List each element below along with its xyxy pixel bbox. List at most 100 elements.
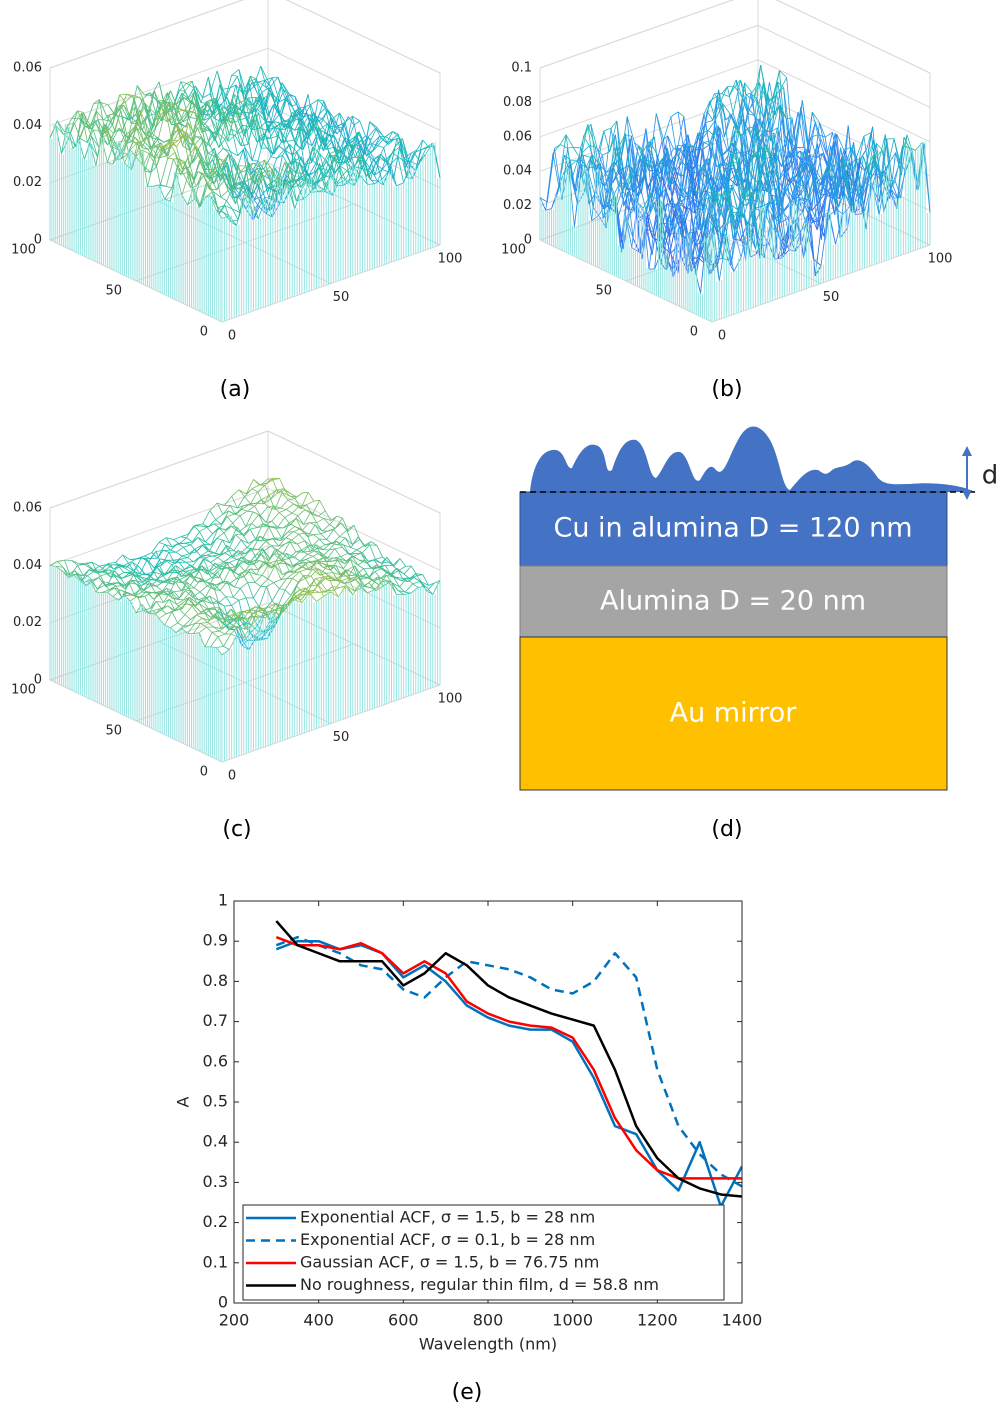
surface-mesh <box>147 186 153 187</box>
surface-mesh <box>159 185 166 186</box>
z-tick-label: 0.04 <box>13 558 42 573</box>
x-tick-label: 50 <box>333 730 350 745</box>
surface-mesh <box>217 538 223 540</box>
surface-mesh <box>229 135 235 136</box>
surface-mesh <box>279 510 286 513</box>
y-tick-label: 0 <box>690 325 698 340</box>
surface-mesh <box>836 214 843 244</box>
surface-mesh <box>308 492 314 501</box>
surface-mesh <box>378 146 384 148</box>
surface-mesh <box>192 532 199 542</box>
surface-plot: 00.020.040.06050100050100(a) <box>11 0 462 402</box>
x-tick-label: 0 <box>228 769 236 784</box>
surface-mesh <box>894 197 901 198</box>
grid-line <box>50 0 268 68</box>
x-tick-label: 100 <box>928 252 953 267</box>
surface-mesh <box>225 553 231 557</box>
surface-mesh <box>729 87 735 97</box>
surface-mesh <box>299 534 305 541</box>
surface-mesh <box>84 143 90 159</box>
surface-mesh <box>260 507 267 516</box>
surface-mesh <box>695 269 701 293</box>
surface-mesh <box>194 526 200 532</box>
surface-mesh <box>218 557 224 562</box>
surface-mesh <box>248 97 255 98</box>
surface-mesh <box>232 75 238 76</box>
surface-mesh <box>357 546 364 550</box>
surface-mesh <box>78 565 85 566</box>
surface-mesh <box>229 562 235 567</box>
panel-label: (a) <box>220 377 251 402</box>
surface-mesh <box>306 556 313 559</box>
surface-mesh <box>573 147 579 156</box>
surface-mesh <box>211 178 217 190</box>
surface-mesh <box>297 541 304 544</box>
surface-mesh <box>234 514 240 515</box>
surface-mesh <box>339 537 345 538</box>
surface-mesh <box>183 547 189 553</box>
surface-mesh <box>252 515 259 524</box>
surface-mesh <box>335 549 341 557</box>
surface-mesh <box>583 155 590 157</box>
surface-mesh <box>176 547 183 552</box>
surface-mesh <box>170 173 176 201</box>
y-tick-label: 100 <box>11 683 36 698</box>
surface-mesh <box>319 561 326 562</box>
surface-mesh <box>546 209 552 210</box>
surface-mesh <box>671 117 677 154</box>
x-tick-label: 0 <box>718 329 726 344</box>
surface-mesh <box>295 493 302 499</box>
surface-mesh <box>604 128 611 131</box>
surface-mesh <box>322 550 329 556</box>
surface-mesh <box>176 173 182 195</box>
surface-mesh <box>217 533 224 539</box>
surface-mesh <box>182 195 188 204</box>
surface-mesh <box>369 162 376 178</box>
surface-mesh <box>108 562 115 563</box>
surface-mesh <box>165 199 171 201</box>
surface-mesh <box>319 539 325 545</box>
x-tick-label: 50 <box>823 290 840 305</box>
surface-mesh <box>286 510 292 514</box>
surface-mesh <box>80 139 87 143</box>
z-tick-label: 0.04 <box>13 118 42 133</box>
surface-mesh <box>592 171 598 220</box>
surface-mesh <box>216 514 223 519</box>
surface-mesh <box>232 69 239 75</box>
z-tick-label: 0.1 <box>511 61 532 76</box>
surface-mesh <box>307 501 314 505</box>
box-edge <box>540 0 758 68</box>
surface-mesh <box>255 499 262 506</box>
surface-mesh <box>221 197 227 201</box>
surface-mesh <box>269 527 275 538</box>
surface-mesh <box>205 556 212 558</box>
y-tick-label: 50 <box>595 284 612 299</box>
surface-mesh <box>330 525 336 529</box>
surface-mesh <box>166 186 172 187</box>
surface-mesh <box>367 184 374 185</box>
surface-mesh <box>761 65 767 99</box>
surface-mesh <box>235 535 241 540</box>
surface-mesh <box>233 516 240 524</box>
box-edge <box>758 0 930 73</box>
surface-mesh <box>589 146 595 147</box>
surface-mesh <box>293 529 300 532</box>
surface-mesh <box>162 552 169 565</box>
surface-mesh <box>223 88 230 89</box>
surface-mesh <box>400 559 406 567</box>
surface-mesh <box>752 200 758 202</box>
surface-mesh <box>234 540 241 551</box>
surface-mesh <box>358 537 364 546</box>
y-tick-label: 50 <box>105 724 122 739</box>
surface-mesh <box>375 557 382 559</box>
surface-mesh <box>234 509 241 514</box>
y-tick-label: 100 <box>11 243 36 258</box>
surface-mesh <box>90 143 96 166</box>
surface-mesh <box>334 530 340 537</box>
surface-mesh <box>212 556 218 558</box>
surface-mesh <box>187 538 193 542</box>
surface-mesh <box>205 534 212 542</box>
surface-mesh <box>215 540 222 554</box>
surface-mesh <box>256 97 262 98</box>
